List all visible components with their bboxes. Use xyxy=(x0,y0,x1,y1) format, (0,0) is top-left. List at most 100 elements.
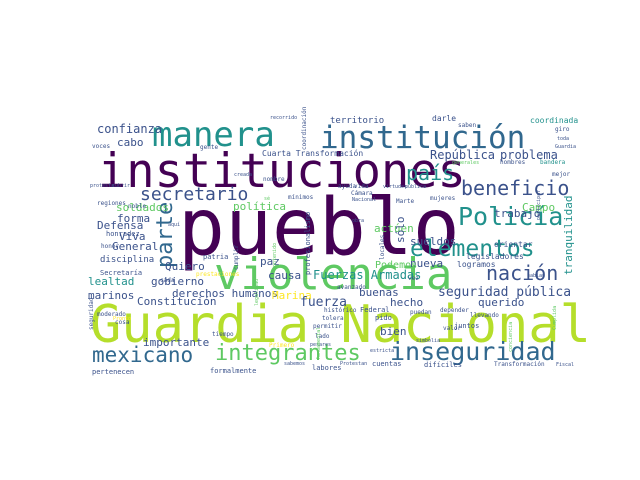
word-depender: depender xyxy=(440,307,469,314)
word-formalmente: formalmente xyxy=(210,367,256,375)
word-institucion: institución xyxy=(320,120,525,156)
word-pesares: pesares xyxy=(310,342,331,348)
word-elementos: elementos xyxy=(410,236,535,262)
word-paz: paz xyxy=(260,255,280,268)
word-ayuda: ayuda xyxy=(338,183,356,190)
word-publica: pública xyxy=(405,183,426,190)
word-secretario: secretario xyxy=(140,184,248,205)
word-permitir: permitir xyxy=(313,323,342,330)
word-importante: importante xyxy=(143,336,209,349)
word-campo: Campo xyxy=(522,201,555,214)
word-bien: bien xyxy=(380,325,407,338)
word-aqui: aquí xyxy=(168,221,180,228)
word-habian: habían xyxy=(527,272,545,279)
word-sabemos: sabemos xyxy=(284,361,305,367)
word-cosa: cosa xyxy=(115,319,130,326)
word-coordinada: coordinada xyxy=(530,116,578,125)
word-instituciones: instituciones xyxy=(98,144,466,199)
word-bandera: bandera xyxy=(540,159,566,166)
word-inseguridad: inseguridad xyxy=(390,337,556,366)
word-soldados: soldados xyxy=(116,201,169,214)
word-protesta: protesta xyxy=(90,183,114,189)
word-cumplida: Cumplida xyxy=(552,306,558,330)
word-juntos: juntos xyxy=(454,322,479,330)
word-llevando: llevando xyxy=(470,312,499,319)
word-estricta: estricta xyxy=(370,348,394,354)
word-cabo: cabo xyxy=(117,136,144,149)
word-noble: noble xyxy=(128,203,146,210)
word-hecho: hecho xyxy=(390,296,423,309)
word-pueblo: pueblo xyxy=(178,183,460,273)
word-transformacion: Transformación xyxy=(494,361,545,368)
word-regiones: regiones xyxy=(97,200,126,207)
word-primero: Primero xyxy=(269,342,295,349)
word-dificiles: difíciles xyxy=(424,361,462,369)
word-valor: valor xyxy=(443,325,461,332)
word-legisladores: legisladores xyxy=(466,252,524,261)
word-problema: problema xyxy=(500,148,558,162)
word-orientar: orientar xyxy=(494,240,533,249)
word-camara: Cámara xyxy=(351,190,373,197)
word-territorio: territorio xyxy=(330,116,384,126)
word-confianza: confianza xyxy=(97,122,162,136)
word-guardia: Guardia xyxy=(555,144,576,150)
word-profesionalismo: profesionalismo xyxy=(304,212,312,275)
word-manera: manera xyxy=(152,115,275,155)
word-hombres: hombres xyxy=(500,159,526,166)
word-podemos: Podemos xyxy=(375,260,417,271)
word-defensa: Defensa xyxy=(97,219,143,232)
word-constitucion: Constitución xyxy=(137,295,216,308)
word-toda: toda xyxy=(557,136,569,142)
word-parte: parte xyxy=(153,202,178,268)
word-violencia: violencia xyxy=(214,249,452,300)
word-pronto: Pronto xyxy=(113,316,131,322)
word-honradez: honradez xyxy=(106,230,140,238)
word-solo: sólo xyxy=(394,217,407,244)
word-simbolia: simbolia xyxy=(416,338,440,344)
word-se: sé xyxy=(264,195,270,202)
word-protestan: Protestan xyxy=(340,361,367,367)
word-tolera: tolera xyxy=(322,315,344,322)
word-cuarta-transformacion: Cuarta Transformación xyxy=(262,148,363,158)
word-republica: República xyxy=(430,148,495,162)
word-historico: histórico xyxy=(324,307,357,314)
word-cuentas: cuentas xyxy=(372,360,402,368)
word-causa: causa xyxy=(268,269,301,282)
word-vida: vida xyxy=(354,183,369,190)
word-fiscal: Fiscal xyxy=(556,362,574,368)
word-fundamental: fundamental xyxy=(316,327,322,360)
word-prestaciones: prestaciones xyxy=(196,271,240,278)
word-secretaria: Secretaría xyxy=(100,269,142,277)
word-giro: giro xyxy=(555,126,570,133)
word-federal: Federal xyxy=(360,306,390,314)
word-cubrir: cubrir xyxy=(112,183,130,189)
word-nacion: nación xyxy=(486,261,558,285)
word-nombre: nombre xyxy=(263,176,285,183)
word-moderado: moderado xyxy=(97,311,126,318)
word-vez: vez xyxy=(408,275,419,282)
word-cada: cada xyxy=(160,277,175,284)
word-logramos: logramos xyxy=(457,260,496,269)
word-lealtad: lealtad xyxy=(88,275,134,288)
word-nacional: Nacional xyxy=(352,197,376,203)
word-generales: generales xyxy=(452,160,479,166)
word-darle: darle xyxy=(432,114,456,123)
word-legalidad: legalidad xyxy=(254,279,260,306)
word-guardia-nacional: Guardia Nacional xyxy=(90,295,591,355)
word-participar: participar xyxy=(536,190,542,220)
word-buenas: buenas xyxy=(359,286,399,299)
word-seguridad: seguridad xyxy=(88,297,95,330)
word-trabajo: trabajo xyxy=(494,207,540,220)
word-minimos: mínimos xyxy=(288,194,314,201)
word-sueldos: sueldos xyxy=(410,235,456,248)
word-obra: obra xyxy=(352,218,364,224)
word-marinos: marinos xyxy=(88,289,134,302)
word-honor: honor xyxy=(101,243,119,250)
word-gente: gente xyxy=(200,144,218,151)
word-forma: forma xyxy=(117,212,150,225)
word-mejor: mejor xyxy=(552,171,570,178)
word-pertenecen: pertenecen xyxy=(92,368,134,376)
word-general: General xyxy=(112,240,158,253)
